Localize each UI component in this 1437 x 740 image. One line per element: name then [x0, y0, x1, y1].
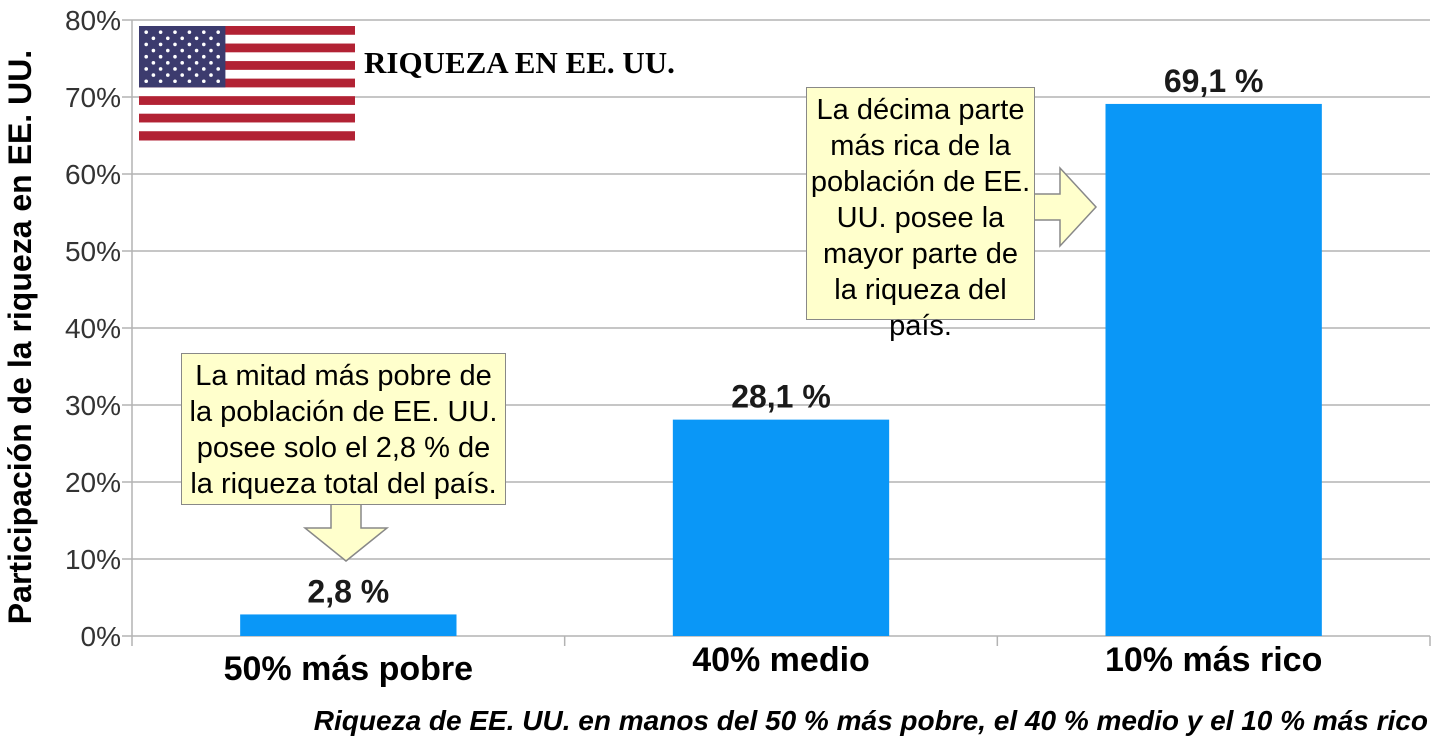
- flag-stripe: [139, 96, 355, 106]
- flag-star: [180, 48, 184, 53]
- flag-star: [202, 30, 206, 34]
- chart-title: RIQUEZA EN EE. UU.: [364, 45, 675, 80]
- flag-star: [144, 42, 148, 47]
- y-tick-label: 40%: [65, 313, 121, 344]
- flag-star: [194, 61, 199, 65]
- right-arrow-icon: [1033, 166, 1098, 248]
- flag-stripe: [139, 122, 355, 132]
- chart-subtitle: Riqueza de EE. UU. en manos del 50 % más…: [314, 705, 1428, 736]
- y-tick-label: 30%: [65, 390, 121, 421]
- flag-star: [173, 30, 177, 34]
- y-tick-label: 70%: [65, 82, 121, 113]
- flag-star: [202, 79, 206, 84]
- flag-star: [173, 79, 177, 84]
- data-label: 69,1 %: [1164, 63, 1264, 99]
- flag-star: [202, 42, 206, 47]
- category-label: 10% más rico: [1105, 641, 1322, 679]
- bar: [1105, 103, 1322, 637]
- y-tick-label: 10%: [65, 544, 121, 575]
- flag-star: [209, 61, 213, 65]
- flag-star: [216, 67, 220, 71]
- down-arrow-icon: [302, 503, 390, 562]
- bars: [240, 103, 1322, 637]
- flag-star: [158, 54, 163, 59]
- flag-star: [216, 30, 220, 34]
- flag-star: [209, 48, 213, 53]
- data-label: 2,8 %: [307, 573, 389, 609]
- data-label: 28,1 %: [731, 379, 831, 415]
- bar: [240, 614, 457, 636]
- flag-star: [151, 48, 156, 53]
- flag-star: [187, 79, 192, 84]
- flag-star: [202, 67, 206, 71]
- flag-stripe: [139, 69, 355, 80]
- flag-star: [180, 73, 184, 77]
- flag-star: [158, 79, 163, 84]
- y-tick-labels: 0% 10% 20% 30% 40% 50% 60% 70% 80%: [65, 5, 121, 652]
- bar: [672, 419, 890, 636]
- category-labels: 50% más pobre 40% medio 10% más rico: [224, 641, 1323, 688]
- flag-star: [173, 67, 177, 71]
- flag-star: [151, 73, 156, 77]
- flag-stripe: [139, 52, 355, 62]
- flag-star: [194, 36, 199, 41]
- flag-star: [158, 42, 163, 47]
- flag-stripe: [139, 113, 355, 123]
- flag-canton: [139, 26, 226, 88]
- flag-star: [173, 42, 177, 47]
- flag-star: [166, 36, 170, 41]
- flag-star: [209, 73, 213, 77]
- y-tick-label: 50%: [65, 236, 121, 267]
- flag-star: [166, 61, 170, 65]
- y-tick-label: 20%: [65, 467, 121, 498]
- annotation-poorest: La mitad más pobre de la población de EE…: [181, 353, 506, 505]
- category-label: 50% más pobre: [224, 650, 473, 688]
- flag-star: [144, 67, 148, 71]
- flag-stripe: [139, 26, 355, 36]
- flag-star: [216, 79, 220, 84]
- y-tick-label: 0%: [81, 621, 121, 652]
- flag-star: [216, 42, 220, 47]
- flag-star: [187, 54, 192, 59]
- flag-stripe: [139, 61, 355, 71]
- category-label: 40% medio: [692, 641, 870, 679]
- flag-star: [187, 67, 192, 71]
- flag-star: [180, 61, 184, 65]
- flag-stripe: [139, 43, 355, 53]
- flag-star: [202, 54, 206, 59]
- flag-star: [144, 54, 148, 59]
- flag-star: [151, 36, 156, 41]
- flag-star: [144, 79, 148, 84]
- flag-stripe: [139, 104, 355, 115]
- flag-star: [173, 54, 177, 59]
- y-tick-label: 60%: [65, 159, 121, 190]
- flag-star: [166, 73, 170, 77]
- flag-stripe: [139, 131, 355, 141]
- flag-star: [194, 48, 199, 53]
- flag-star: [194, 73, 199, 77]
- flag-star: [216, 54, 220, 59]
- flag-star: [187, 30, 192, 34]
- flag-star: [158, 30, 163, 34]
- flag-star: [151, 61, 156, 65]
- flag-stripe: [139, 78, 355, 88]
- flag-star: [144, 30, 148, 34]
- flag-star: [180, 36, 184, 41]
- y-axis-label: Participación de la riqueza en EE. UU.: [2, 50, 38, 624]
- flag-star: [187, 42, 192, 47]
- flag-star: [166, 48, 170, 53]
- flag-star: [209, 36, 213, 41]
- data-labels: 2,8 % 28,1 % 69,1 %: [307, 63, 1263, 610]
- flag-stripe: [139, 34, 355, 45]
- us-flag-icon: [139, 26, 355, 141]
- flag-stripe: [139, 87, 355, 97]
- flag-star: [158, 67, 163, 71]
- y-tick-label: 80%: [65, 5, 121, 36]
- annotation-richest: La décima parte más rica de la población…: [806, 87, 1035, 342]
